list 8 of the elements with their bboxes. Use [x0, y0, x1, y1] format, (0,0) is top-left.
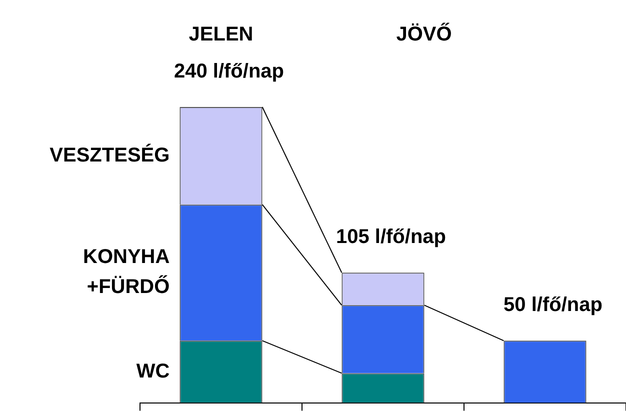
series-label: VESZTESÉG	[50, 143, 170, 166]
annotation: 240 l/fő/nap	[174, 60, 284, 83]
annotation: 105 l/fő/nap	[336, 226, 446, 248]
text: JÖVŐ	[396, 22, 452, 46]
series-label: WC	[136, 360, 170, 382]
text: JELEN	[188, 24, 254, 46]
series-label: KONYHA +FÜRDŐ	[83, 246, 170, 298]
annotation: 50 l/fő/nap	[504, 294, 602, 316]
